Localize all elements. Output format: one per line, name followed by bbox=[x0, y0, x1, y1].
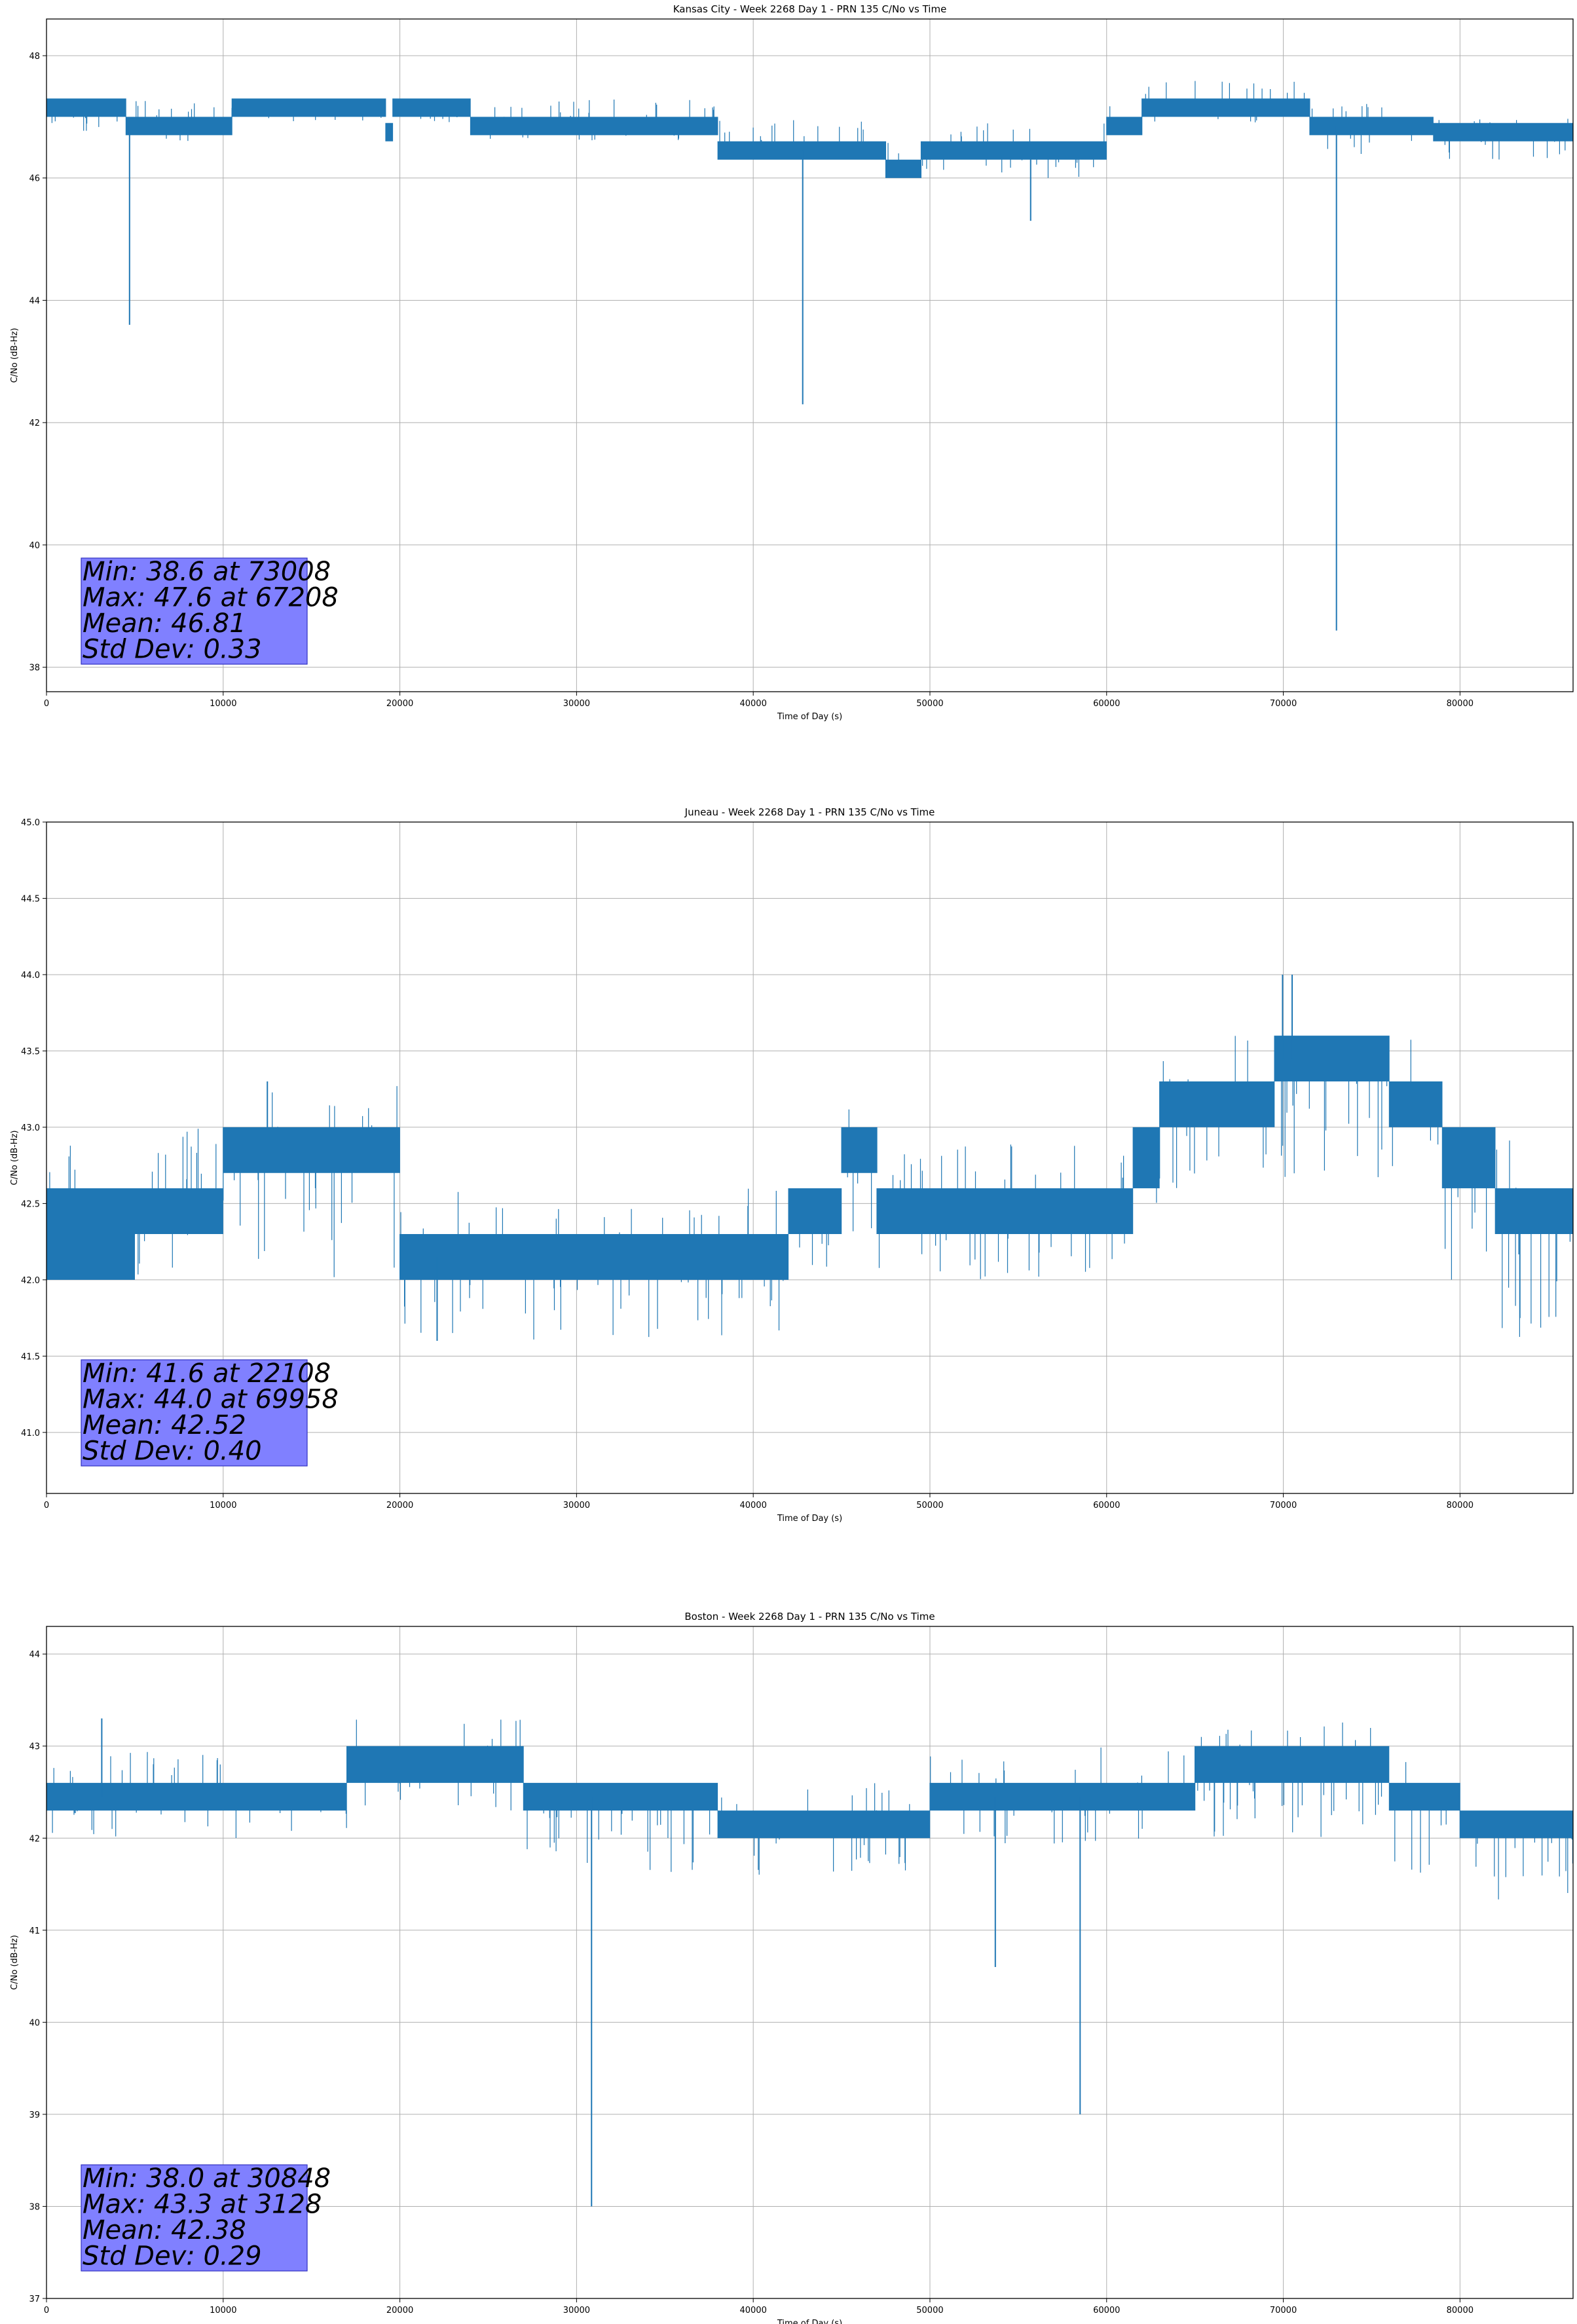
series-line bbox=[46, 1036, 1573, 1340]
y-tick-label: 45.0 bbox=[21, 818, 40, 828]
x-tick-label: 40000 bbox=[739, 699, 766, 709]
x-axis-label: Time of Day (s) bbox=[777, 2319, 842, 2324]
series-line bbox=[46, 81, 1573, 178]
y-tick-label: 41.0 bbox=[21, 1429, 40, 1438]
axes-frame bbox=[46, 18, 1574, 692]
y-tick-label: 44 bbox=[29, 296, 40, 306]
x-tick-label: 80000 bbox=[1447, 699, 1474, 709]
stats-box bbox=[81, 1359, 308, 1467]
chart-panel-2: Juneau - Week 2268 Day 1 - PRN 135 C/No … bbox=[10, 806, 1574, 1524]
y-tick-label: 41.5 bbox=[21, 1352, 40, 1362]
x-tick-label: 10000 bbox=[210, 1501, 236, 1510]
y-axis-label: C/No (dB-Hz) bbox=[10, 1935, 20, 1990]
stats-line: Min: 41.6 at 22108 bbox=[83, 1359, 331, 1389]
series-line bbox=[46, 1719, 1573, 1900]
axes-frame bbox=[46, 821, 1574, 1494]
y-tick-label: 48 bbox=[29, 52, 40, 62]
x-axis-label: Time of Day (s) bbox=[777, 1514, 842, 1524]
stats-line: Max: 44.0 at 69958 bbox=[83, 1385, 339, 1415]
y-axis-label: C/No (dB-Hz) bbox=[10, 1131, 20, 1186]
y-tick-label: 41 bbox=[29, 1926, 40, 1936]
stats-line: Min: 38.6 at 73008 bbox=[83, 557, 331, 587]
y-tick-label: 46 bbox=[29, 174, 40, 184]
y-tick-label: 43.5 bbox=[21, 1047, 40, 1057]
stats-box bbox=[81, 2164, 308, 2272]
chart-title: Kansas City - Week 2268 Day 1 - PRN 135 … bbox=[673, 3, 947, 15]
stats-line: Mean: 42.52 bbox=[83, 1410, 246, 1440]
chart-panel-1: Kansas City - Week 2268 Day 1 - PRN 135 … bbox=[10, 3, 1574, 722]
y-tick-label: 38 bbox=[29, 2202, 40, 2212]
x-axis-label: Time of Day (s) bbox=[777, 712, 842, 722]
x-tick-label: 50000 bbox=[916, 2306, 943, 2315]
x-tick-label: 30000 bbox=[563, 699, 590, 709]
x-tick-label: 30000 bbox=[563, 1501, 590, 1510]
y-tick-label: 42 bbox=[29, 1834, 40, 1844]
stats-line: Std Dev: 0.40 bbox=[83, 1436, 262, 1467]
y-tick-label: 43 bbox=[29, 1742, 40, 1752]
stats-line: Max: 47.6 at 67208 bbox=[83, 583, 339, 613]
x-tick-label: 50000 bbox=[916, 1501, 943, 1510]
x-tick-label: 20000 bbox=[386, 699, 413, 709]
stats-line: Mean: 42.38 bbox=[83, 2215, 246, 2245]
chart-panel-3: Boston - Week 2268 Day 1 - PRN 135 C/No … bbox=[10, 1611, 1574, 2324]
stats-line: Std Dev: 0.33 bbox=[83, 635, 262, 665]
y-tick-label: 44.5 bbox=[21, 894, 40, 904]
x-tick-label: 10000 bbox=[210, 699, 236, 709]
y-tick-label: 44 bbox=[29, 1650, 40, 1660]
x-tick-label: 60000 bbox=[1093, 699, 1120, 709]
x-tick-label: 0 bbox=[44, 699, 49, 709]
y-tick-label: 39 bbox=[29, 2110, 40, 2120]
x-tick-label: 70000 bbox=[1270, 2306, 1297, 2315]
axes-frame bbox=[46, 1626, 1574, 2299]
x-tick-label: 0 bbox=[44, 2306, 49, 2315]
chart-title: Boston - Week 2268 Day 1 - PRN 135 C/No … bbox=[684, 1611, 935, 1622]
y-tick-label: 38 bbox=[29, 664, 40, 673]
x-tick-label: 30000 bbox=[563, 2306, 590, 2315]
stats-line: Min: 38.0 at 30848 bbox=[83, 2164, 331, 2194]
x-tick-label: 70000 bbox=[1270, 699, 1297, 709]
x-tick-label: 40000 bbox=[739, 1501, 766, 1510]
y-tick-label: 42.0 bbox=[21, 1276, 40, 1286]
x-tick-label: 60000 bbox=[1093, 1501, 1120, 1510]
x-tick-label: 60000 bbox=[1093, 2306, 1120, 2315]
chart-title: Juneau - Week 2268 Day 1 - PRN 135 C/No … bbox=[684, 806, 935, 818]
x-tick-label: 10000 bbox=[210, 2306, 236, 2315]
x-tick-label: 20000 bbox=[386, 2306, 413, 2315]
stats-line: Max: 43.3 at 3128 bbox=[83, 2190, 322, 2220]
stats-box bbox=[81, 557, 308, 665]
x-tick-label: 0 bbox=[44, 1501, 49, 1510]
x-tick-label: 80000 bbox=[1447, 1501, 1474, 1510]
stats-line: Std Dev: 0.29 bbox=[83, 2241, 262, 2272]
y-tick-label: 44.0 bbox=[21, 971, 40, 981]
y-tick-label: 42 bbox=[29, 419, 40, 428]
y-axis-label: C/No (dB-Hz) bbox=[10, 328, 20, 383]
x-tick-label: 40000 bbox=[739, 2306, 766, 2315]
x-tick-label: 20000 bbox=[386, 1501, 413, 1510]
y-tick-label: 42.5 bbox=[21, 1199, 40, 1209]
x-tick-label: 50000 bbox=[916, 699, 943, 709]
y-tick-label: 37 bbox=[29, 2295, 40, 2304]
y-tick-label: 40 bbox=[29, 541, 40, 551]
stats-line: Mean: 46.81 bbox=[83, 609, 246, 639]
y-tick-label: 43.0 bbox=[21, 1123, 40, 1133]
x-tick-label: 70000 bbox=[1270, 1501, 1297, 1510]
x-tick-label: 80000 bbox=[1447, 2306, 1474, 2315]
y-tick-label: 40 bbox=[29, 2018, 40, 2028]
